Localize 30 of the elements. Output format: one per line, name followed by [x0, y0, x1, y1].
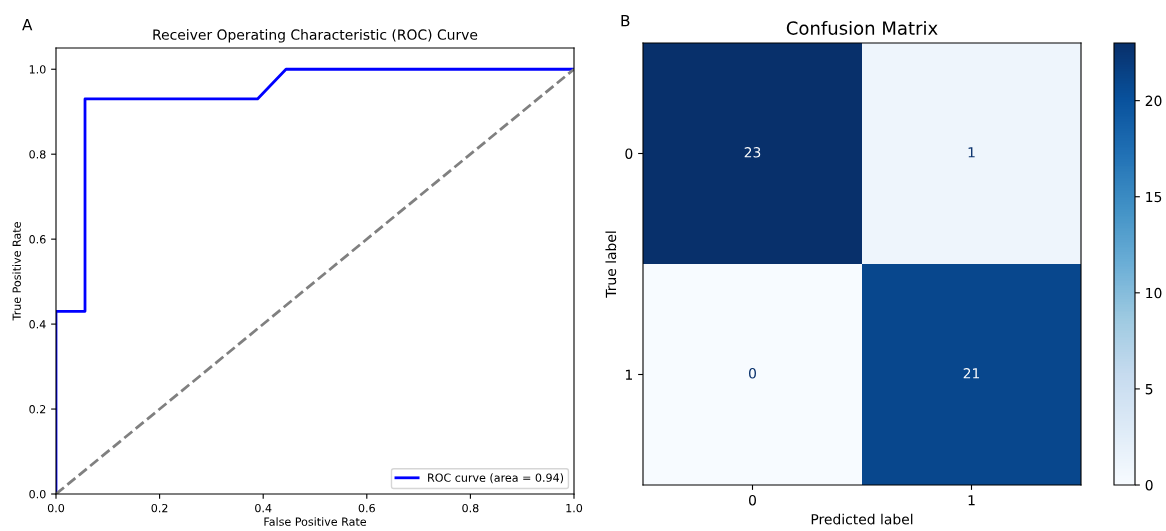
y-tick-label: 0.6	[29, 235, 46, 244]
x-tick-label: 0.4	[255, 503, 272, 513]
y-tick-label: 0.4	[29, 320, 46, 329]
x-axis-title: Predicted label	[811, 513, 913, 525]
color-bar-label: 5	[1145, 384, 1153, 395]
color-bar-label: 0	[1145, 479, 1153, 491]
x-tick-label: 1.0	[566, 503, 583, 513]
y-axis-title: True Positive Rate	[12, 222, 21, 321]
y-tick-label: 0.8	[29, 150, 46, 159]
x-tick-label: 0	[749, 494, 756, 506]
y-tick-label: 1.0	[29, 65, 46, 74]
data-label: 23	[744, 147, 761, 158]
color-bar-label: 10	[1146, 287, 1162, 299]
chart-title: Confusion Matrix	[786, 20, 938, 35]
y-axis-title: True label	[605, 231, 617, 298]
x-tick-label: 0.0	[47, 503, 65, 513]
data-label: 1	[968, 147, 975, 158]
x-tick-label: 0.6	[358, 503, 375, 513]
x-axis-title: False Positive Rate	[264, 517, 367, 526]
chart-title: Receiver Operating Characteristic (ROC) Curve	[153, 29, 478, 43]
y-tick-label: 0.2	[29, 405, 46, 414]
legend-label: ROC curve (area = 0.94)	[428, 473, 564, 484]
color-bar-label: 15	[1146, 191, 1162, 203]
text: B	[621, 15, 630, 27]
data-label: 0	[749, 368, 756, 379]
color-bar-label: 20	[1145, 95, 1162, 107]
x-tick-label: 0.8	[462, 503, 479, 513]
text: A	[22, 19, 33, 31]
data-label: 21	[963, 368, 980, 379]
x-tick-label: 0.2	[151, 503, 168, 513]
